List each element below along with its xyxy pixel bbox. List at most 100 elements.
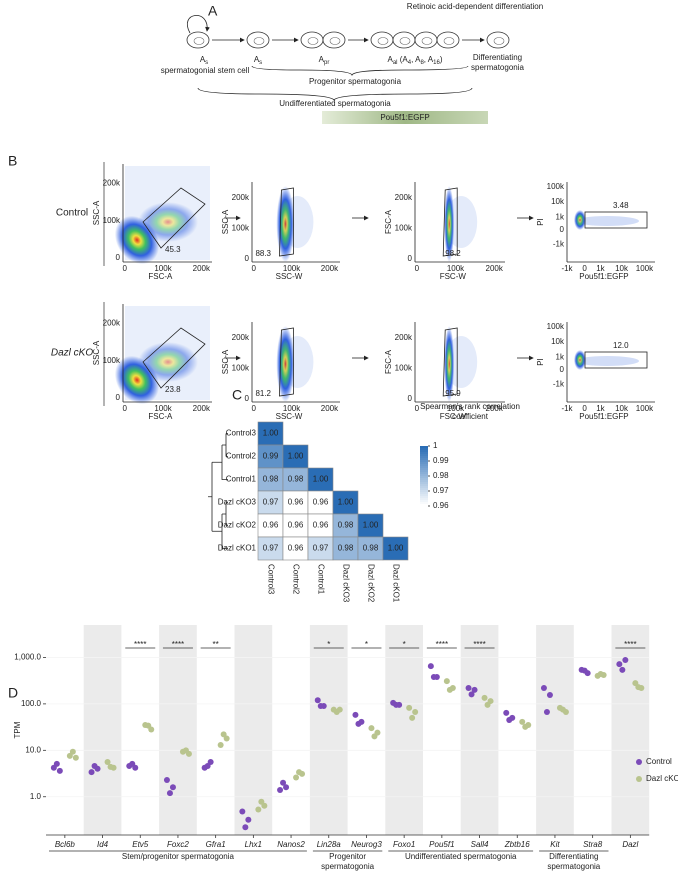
x-tick-label: -1k bbox=[561, 404, 573, 413]
subscript: 16 bbox=[433, 60, 440, 66]
data-point bbox=[182, 747, 189, 754]
density bbox=[444, 186, 455, 262]
data-point bbox=[283, 784, 290, 791]
y-tick-label: 200k bbox=[232, 193, 250, 202]
group-label: Undifferentiated spermatogonia bbox=[404, 852, 517, 861]
x-axis-label: FSC-W bbox=[440, 412, 467, 421]
column-label: Dazl cKO3 bbox=[341, 564, 350, 603]
scatter-cloud bbox=[281, 196, 314, 248]
data-point bbox=[255, 806, 262, 813]
x-axis-label: FSC-W bbox=[440, 272, 467, 281]
y-tick-label: 10.0 bbox=[25, 745, 41, 754]
colorbar-tick-label: 0.98 bbox=[433, 471, 449, 480]
cell-value: 0.96 bbox=[313, 498, 329, 507]
cell-value: 0.98 bbox=[363, 544, 379, 553]
x-tick-label: 100k bbox=[283, 404, 301, 413]
data-point bbox=[280, 779, 287, 786]
row-label: Control1 bbox=[226, 475, 257, 484]
y-tick-label: 1k bbox=[556, 352, 565, 361]
colorbar-step bbox=[420, 456, 428, 459]
gate bbox=[142, 187, 206, 249]
data-point bbox=[53, 760, 60, 767]
y-tick-label: 200k bbox=[232, 333, 250, 342]
x-tick-label: Foxo1 bbox=[393, 840, 415, 849]
data-point bbox=[352, 711, 359, 718]
scatter-cloud bbox=[445, 196, 478, 248]
data-point bbox=[616, 661, 623, 668]
x-axis-label: SSC-W bbox=[276, 412, 303, 421]
x-axis-label: Pou5f1:EGFP bbox=[579, 272, 628, 281]
data-point bbox=[371, 733, 378, 740]
data-point bbox=[163, 776, 170, 783]
x-tick-label: 100k bbox=[447, 264, 465, 273]
colorbar-step bbox=[420, 468, 428, 471]
x-tick-label: 200k bbox=[486, 264, 504, 273]
x-axis-label: Pou5f1:EGFP bbox=[579, 412, 628, 421]
gate-value: 45.3 bbox=[165, 245, 181, 254]
heatmap-cell bbox=[382, 536, 409, 561]
x-tick-label: 200k bbox=[193, 404, 211, 413]
colorbar-step bbox=[420, 454, 428, 457]
colorbar-tick-label: 0.96 bbox=[433, 501, 449, 510]
y-tick-label: 0 bbox=[408, 254, 413, 263]
data-point bbox=[409, 714, 416, 721]
gate-value: 12.0 bbox=[613, 341, 629, 350]
colorbar-step bbox=[420, 482, 428, 485]
data-point bbox=[503, 709, 510, 716]
cell-label-part: A bbox=[200, 55, 206, 64]
y-tick-label: 10k bbox=[551, 337, 565, 346]
y-tick-label: 1,000.0 bbox=[14, 653, 41, 662]
significance-label: **** bbox=[134, 640, 146, 649]
progenitor-brace bbox=[251, 65, 469, 77]
data-point bbox=[443, 678, 450, 685]
legend-label: Dazl cKO bbox=[646, 774, 678, 783]
undifferentiated-label: Undifferentiated spermatogonia bbox=[279, 99, 391, 108]
data-point bbox=[546, 692, 553, 699]
data-point bbox=[622, 657, 629, 664]
x-tick-label: Etv5 bbox=[132, 840, 149, 849]
subscript: s bbox=[259, 60, 262, 66]
y-axis-label: PI bbox=[536, 358, 545, 366]
colorbar-step bbox=[420, 496, 428, 499]
data-point bbox=[145, 722, 152, 729]
loop-arrow bbox=[187, 15, 210, 34]
x-tick-label: -1k bbox=[561, 264, 573, 273]
data-point bbox=[239, 808, 246, 815]
y-tick-label: 200k bbox=[103, 179, 121, 188]
y-axis-label: SSC-A bbox=[221, 349, 230, 374]
x-tick-label: Neurog3 bbox=[351, 840, 382, 849]
colorbar-step bbox=[420, 462, 428, 465]
gate bbox=[142, 327, 206, 389]
row-label: Control bbox=[56, 208, 88, 219]
cell-value: 0.96 bbox=[288, 521, 304, 530]
data-point bbox=[333, 708, 340, 715]
cell-value: 1.00 bbox=[288, 452, 304, 461]
y-tick-label: 100.0 bbox=[21, 699, 42, 708]
undifferentiated-brace bbox=[197, 87, 473, 101]
x-tick-label: 1k bbox=[596, 264, 605, 273]
y-tick-label: 0 bbox=[408, 394, 413, 403]
colorbar-step bbox=[420, 464, 428, 467]
group-label: Stem/progenitor spermatogonia bbox=[121, 852, 234, 861]
retinoic-label: Retinoic acid-dependent differentiation bbox=[406, 2, 544, 11]
gate-value: 81.2 bbox=[255, 389, 271, 398]
panel-label: D bbox=[8, 685, 18, 701]
stem-cell-label: spermatogonial stem cell bbox=[160, 66, 250, 75]
cell-label-part: , A bbox=[411, 55, 421, 64]
scatter-cloud bbox=[445, 336, 478, 388]
column-label: Control3 bbox=[266, 564, 275, 595]
cell-value: 0.96 bbox=[288, 498, 304, 507]
nucleus bbox=[193, 37, 205, 45]
legend-marker bbox=[636, 759, 642, 765]
data-point bbox=[277, 786, 284, 793]
colorbar-step bbox=[420, 490, 428, 493]
band-shade bbox=[83, 625, 122, 835]
legend-marker bbox=[636, 776, 642, 782]
subscript: 4 bbox=[408, 60, 412, 66]
colorbar-tick-label: 1 bbox=[433, 441, 438, 450]
colorbar-title: Spearman's rank correlation coefficient bbox=[420, 402, 520, 421]
x-tick-label: 200k bbox=[321, 264, 339, 273]
group-label: Progenitor spermatogonia bbox=[321, 852, 375, 871]
cell-value: 1.00 bbox=[388, 544, 404, 553]
